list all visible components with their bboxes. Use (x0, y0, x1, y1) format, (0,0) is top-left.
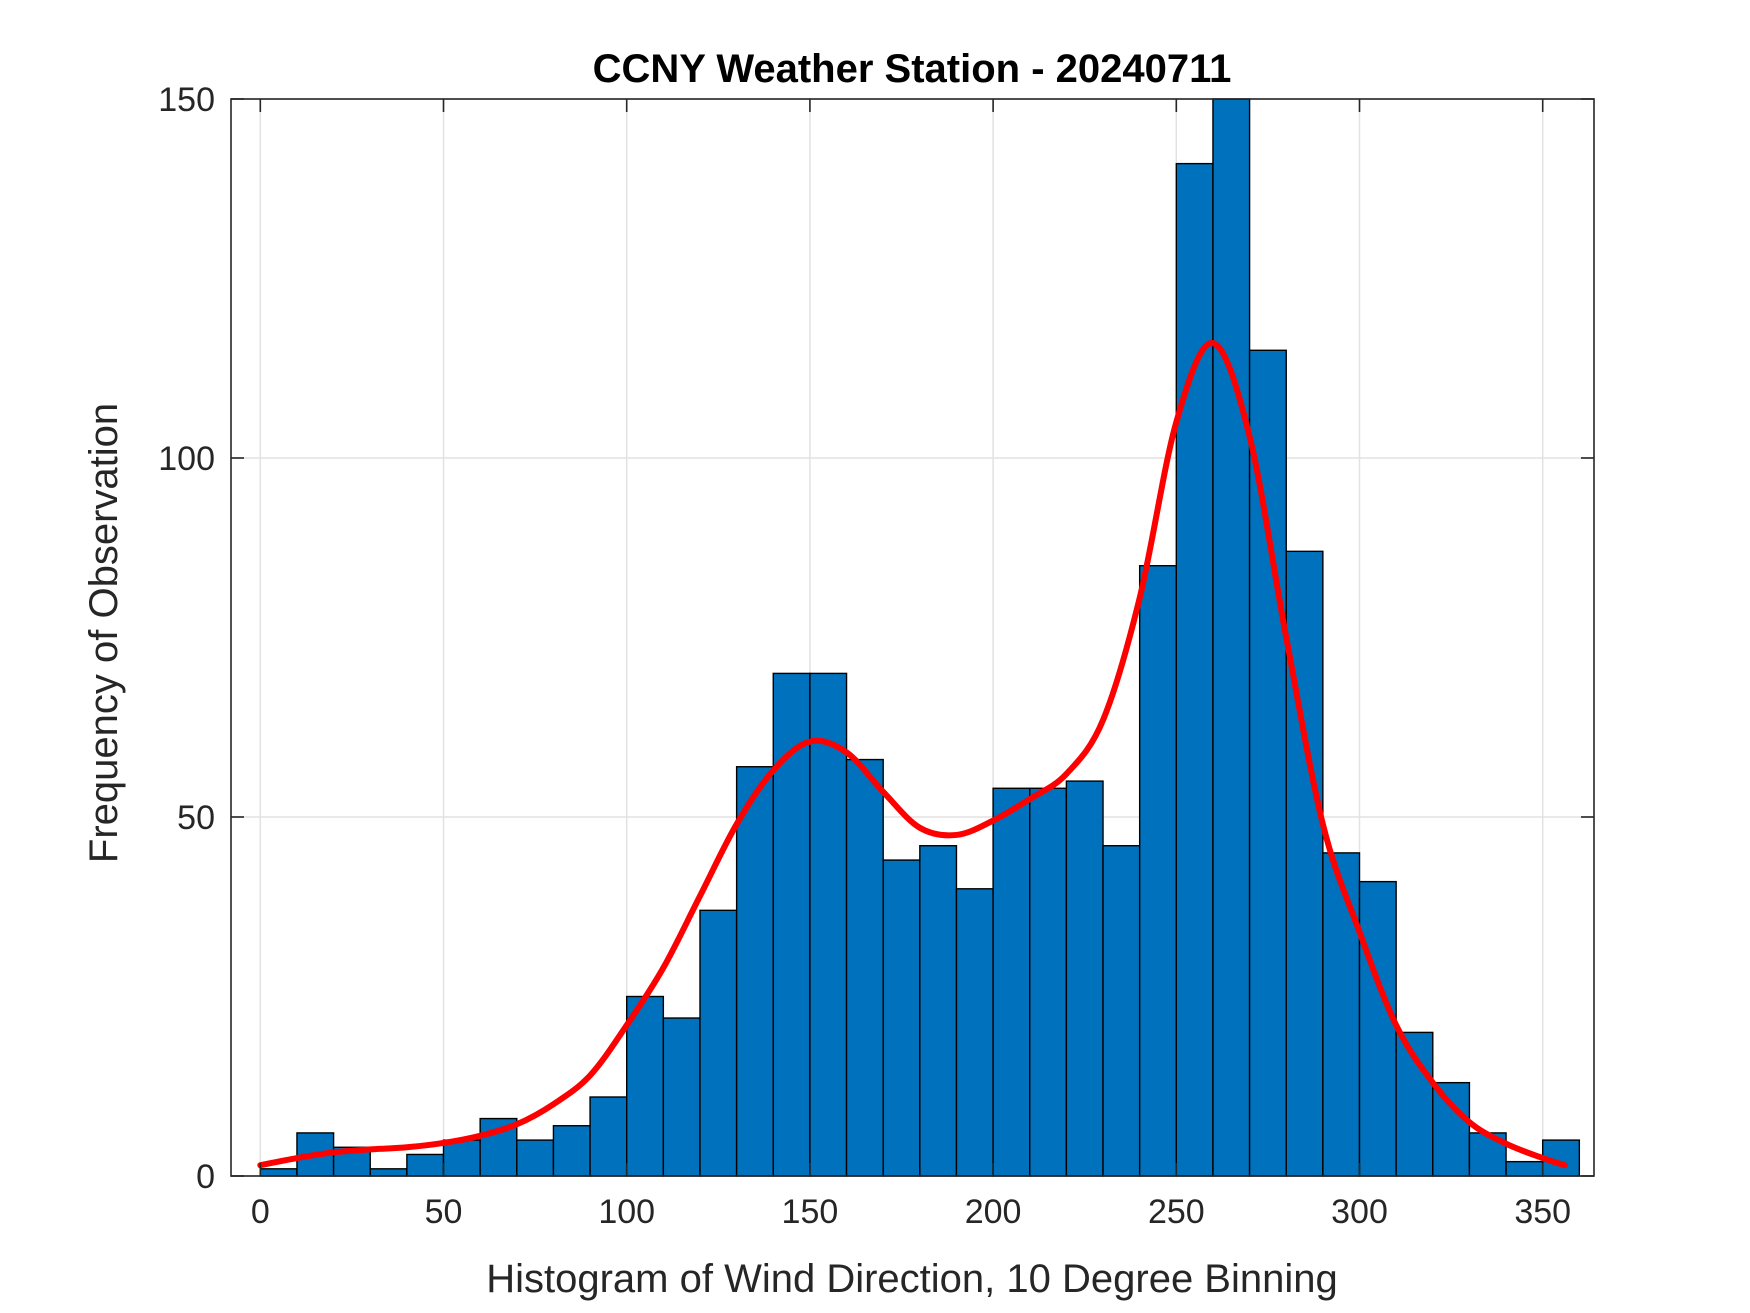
histogram-bar (1029, 787, 1068, 1177)
y-tick-labels: 0 50 100 150 (158, 81, 215, 1196)
histogram-bar (406, 1153, 445, 1177)
chart-title: CCNY Weather Station - 20240711 (593, 47, 1232, 91)
x-tick-label: 50 (425, 1193, 463, 1231)
histogram-bar (992, 787, 1031, 1177)
histogram-bar (589, 1096, 628, 1177)
histogram-bar (516, 1139, 555, 1177)
x-tick-label: 150 (782, 1193, 839, 1231)
y-tick-label: 100 (158, 440, 215, 478)
y-tick-label: 50 (177, 799, 215, 837)
x-tick-label: 350 (1514, 1193, 1571, 1231)
axes-box (230, 98, 1595, 1177)
histogram-bar (1102, 845, 1141, 1177)
histogram-bar (1285, 550, 1324, 1177)
y-tick-label: 0 (196, 1158, 215, 1196)
histogram-bar (662, 1017, 701, 1177)
y-axis-label: Frequency of Observation (82, 403, 126, 863)
x-tick-label: 100 (598, 1193, 655, 1231)
histogram-bar (1212, 98, 1251, 1177)
histogram-bar (1065, 780, 1104, 1177)
histogram-bar (882, 859, 921, 1177)
histogram-bar (1322, 852, 1361, 1177)
x-tick-label: 200 (965, 1193, 1022, 1231)
histogram-bar (1358, 880, 1397, 1177)
tick-marks (231, 98, 1594, 1177)
fit-curve-line (257, 340, 1568, 1169)
histogram-bar (1138, 565, 1178, 1177)
histogram-bar (772, 672, 811, 1177)
histogram-bar (1505, 1160, 1544, 1177)
x-tick-label: 300 (1331, 1193, 1388, 1231)
histogram-bar (955, 888, 994, 1177)
histogram-bar (1175, 162, 1214, 1177)
histogram-bar (626, 995, 665, 1177)
histogram-bar (552, 1125, 591, 1177)
y-tick-label: 150 (158, 81, 215, 119)
fit-curve-layer (257, 340, 1568, 1169)
histogram-bar (845, 758, 884, 1177)
x-tick-label: 0 (251, 1193, 270, 1231)
histogram-bar (259, 1168, 298, 1177)
histogram-bars (259, 98, 1581, 1177)
x-axis-label: Histogram of Wind Direction, 10 Degree B… (486, 1257, 1338, 1301)
histogram-bar (369, 1168, 408, 1177)
x-tick-labels: 0 50 100 150 200 250 300 350 (251, 1193, 1571, 1231)
histogram-bar (919, 845, 958, 1177)
histogram-bar (699, 909, 738, 1177)
histogram-bar (442, 1139, 481, 1177)
histogram-bar (735, 766, 774, 1177)
histogram-bar (1432, 1081, 1471, 1177)
x-tick-label: 250 (1148, 1193, 1205, 1231)
